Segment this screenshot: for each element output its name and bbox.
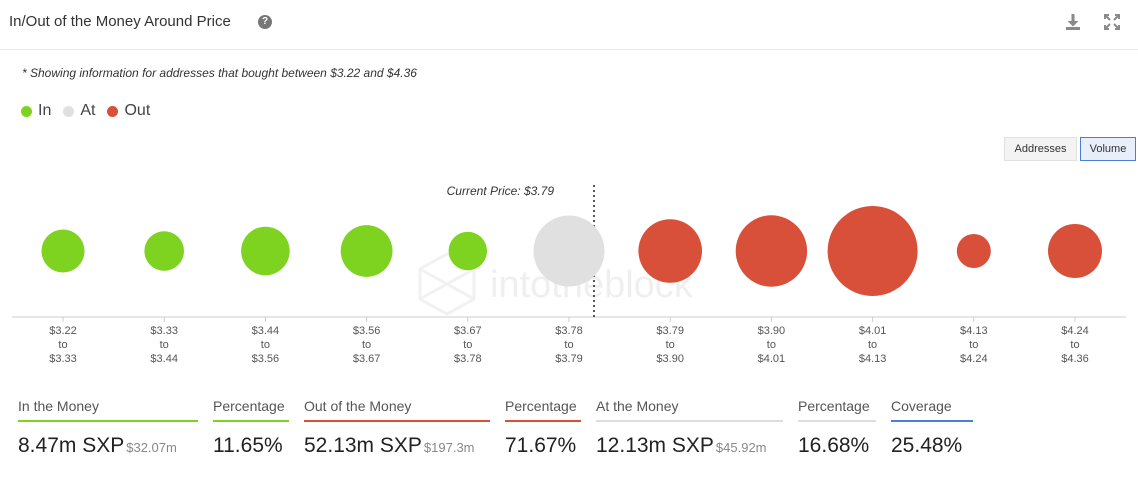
legend-dot-in <box>21 105 32 117</box>
stat-at-the-money: At the Money 12.13m SXP $45.92m <box>596 398 783 458</box>
x-tick-label-from: $3.44 <box>252 325 280 337</box>
stat-label: Percentage <box>213 398 289 422</box>
summary-stats: In the Money 8.47m SXP $32.07m Percentage… <box>0 398 1138 478</box>
x-tick-label-to: to <box>362 339 371 351</box>
stat-label: Percentage <box>798 398 876 422</box>
stat-value: 12.13m SXP $45.92m <box>596 434 767 457</box>
x-tick-label-upper: $3.78 <box>454 353 482 365</box>
stat-at-percentage: Percentage 16.68% <box>798 398 876 458</box>
stat-value: 16.68% <box>798 434 870 457</box>
help-icon[interactable]: ? <box>258 15 272 29</box>
stat-out-of-the-money: Out of the Money 52.13m SXP $197.3m <box>304 398 490 458</box>
legend-dot-out <box>107 105 119 117</box>
x-tick-label-to: to <box>58 339 67 351</box>
stat-coverage: Coverage 25.48% <box>891 398 973 458</box>
x-tick-label-from: $3.67 <box>454 325 482 337</box>
stat-label: At the Money <box>596 398 783 422</box>
stat-label: In the Money <box>18 398 198 422</box>
bubble-in[interactable] <box>448 231 487 271</box>
x-tick-label-to: to <box>564 339 573 351</box>
bubble-out[interactable] <box>638 219 702 283</box>
x-tick-label-from: $4.24 <box>1061 325 1089 337</box>
bubble-at[interactable] <box>533 215 605 287</box>
bubble-out[interactable] <box>956 234 991 268</box>
x-tick-label-to: to <box>261 339 270 351</box>
x-tick-label-upper: $3.33 <box>49 353 77 365</box>
bubble-out[interactable] <box>735 215 808 287</box>
x-tick-label-to: to <box>767 339 776 351</box>
volume-toggle-button[interactable]: Volume <box>1080 137 1136 161</box>
widget-header: In/Out of the Money Around Price ? <box>0 0 1138 50</box>
x-tick-label-from: $3.79 <box>656 325 684 337</box>
x-tick-label-to: to <box>868 339 877 351</box>
stat-label: Out of the Money <box>304 398 490 422</box>
x-tick-label-to: to <box>160 339 169 351</box>
legend-label-at: At <box>80 102 96 119</box>
x-tick-label-upper: $3.67 <box>353 353 381 365</box>
x-tick-label-from: $4.13 <box>960 325 988 337</box>
x-tick-label-to: to <box>666 339 675 351</box>
x-tick-label-upper: $3.90 <box>656 353 684 365</box>
x-tick-label-upper: $4.24 <box>960 353 988 365</box>
bubble-in[interactable] <box>241 226 290 276</box>
stat-sub-usd: $45.92m <box>715 440 767 455</box>
bubble-chart: intotheblock Current Price: $3.79 $3.22t… <box>12 184 1126 365</box>
bubble-in[interactable] <box>340 225 393 277</box>
legend-dot-at <box>63 105 75 117</box>
x-tick-label-upper: $4.13 <box>859 353 887 365</box>
current-price-label: Current Price: $3.79 <box>447 184 555 198</box>
legend-item-at[interactable]: At <box>63 102 95 120</box>
stat-label: Coverage <box>891 398 973 422</box>
legend-label-out: Out <box>124 102 151 119</box>
stat-out-percentage: Percentage 71.67% <box>505 398 581 458</box>
x-tick-label-from: $3.22 <box>49 325 77 337</box>
x-tick-label-from: $3.56 <box>353 325 381 337</box>
x-tick-label-from: $3.90 <box>758 325 786 337</box>
range-note: * Showing information for addresses that… <box>22 66 417 80</box>
legend-item-in[interactable]: In <box>21 102 51 120</box>
stat-label: Percentage <box>505 398 581 422</box>
bubble-out[interactable] <box>1048 224 1102 278</box>
stat-value: 25.48% <box>891 434 963 457</box>
bubble-in[interactable] <box>41 229 85 273</box>
legend-label-in: In <box>38 102 52 119</box>
stat-sub-usd: $197.3m <box>423 440 475 455</box>
addresses-toggle-button[interactable]: Addresses <box>1004 137 1077 161</box>
legend-item-out[interactable]: Out <box>107 102 150 120</box>
stat-value: 52.13m SXP $197.3m <box>304 434 475 457</box>
x-tick-label-upper: $3.56 <box>252 353 280 365</box>
download-icon[interactable] <box>1064 13 1082 31</box>
expand-icon[interactable] <box>1103 13 1121 31</box>
bubble-out[interactable] <box>827 206 918 296</box>
x-tick-label-upper: $4.36 <box>1061 353 1089 365</box>
x-tick-label-from: $4.01 <box>859 325 887 337</box>
stat-in-percentage: Percentage 11.65% <box>213 398 289 458</box>
x-tick-label-to: to <box>463 339 472 351</box>
stat-value: 8.47m SXP $32.07m <box>18 434 177 457</box>
x-tick-label-upper: $4.01 <box>758 353 786 365</box>
widget-title: In/Out of the Money Around Price <box>9 13 231 30</box>
x-tick-label-upper: $3.44 <box>150 353 178 365</box>
stat-in-the-money: In the Money 8.47m SXP $32.07m <box>18 398 198 458</box>
chart-legend: In At Out <box>21 102 150 120</box>
x-tick-label-to: to <box>1070 339 1079 351</box>
bubble-in[interactable] <box>144 231 184 271</box>
stat-value: 11.65% <box>213 434 283 457</box>
x-tick-label-from: $3.78 <box>555 325 583 337</box>
x-tick-label-from: $3.33 <box>150 325 178 337</box>
x-tick-label-upper: $3.79 <box>555 353 583 365</box>
stat-sub-usd: $32.07m <box>126 440 177 455</box>
stat-value: 71.67% <box>505 434 577 457</box>
x-tick-label-to: to <box>969 339 978 351</box>
